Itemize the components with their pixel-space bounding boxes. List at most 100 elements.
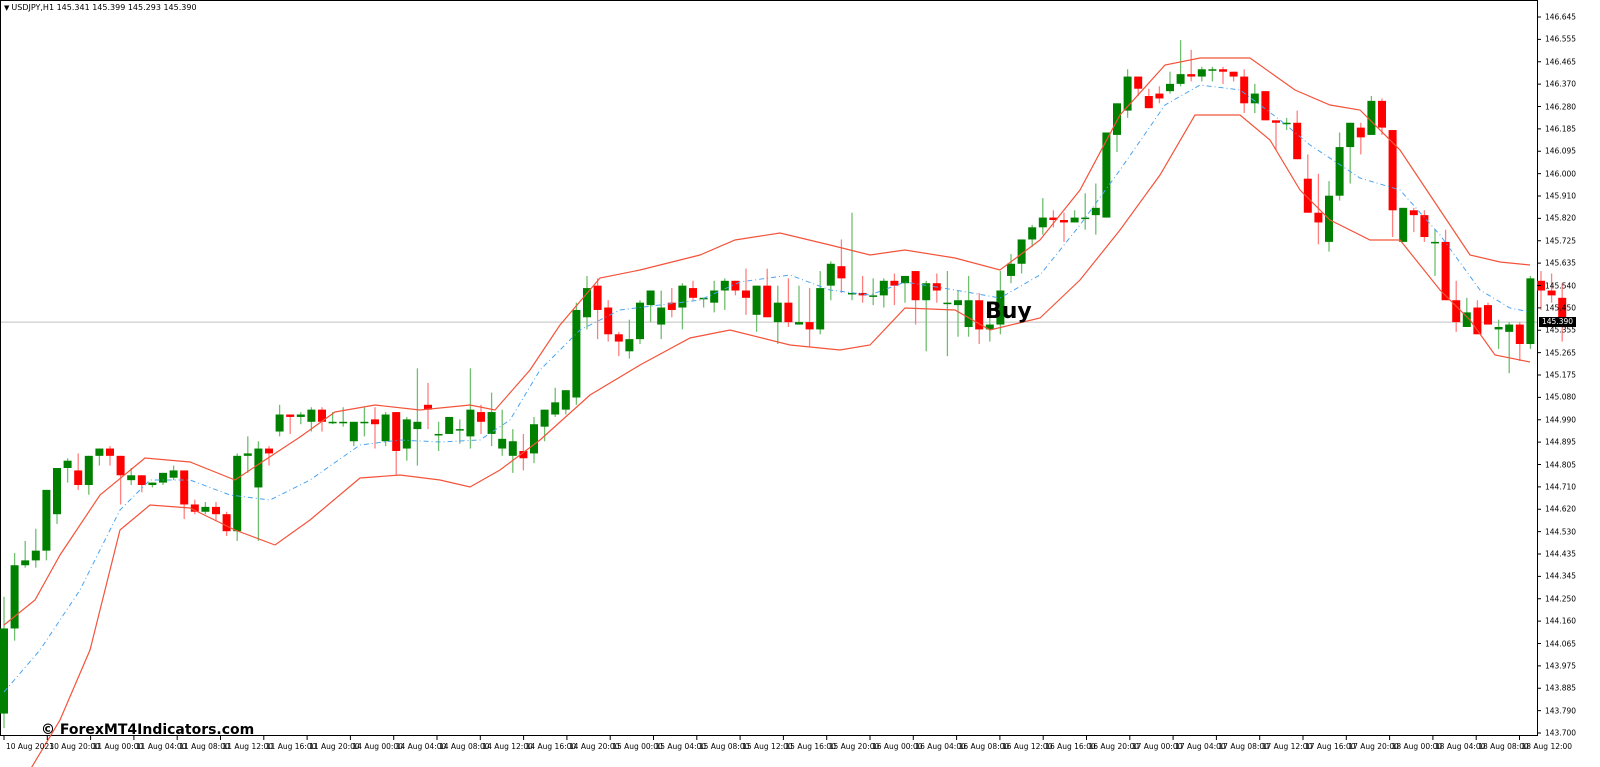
bull-candle — [42, 489, 51, 551]
bull-candle — [1091, 207, 1100, 216]
y-tick-label: 144.620 — [1545, 504, 1577, 514]
bull-candle — [307, 409, 316, 422]
bull-candle — [710, 290, 719, 303]
x-tick-label: 18 Aug 04:00 — [1434, 742, 1486, 751]
bull-candle — [572, 309, 581, 398]
bull-candle — [201, 506, 210, 512]
bull-candle — [551, 402, 560, 415]
bear-candle — [975, 300, 984, 330]
x-tick-label: 15 Aug 20:00 — [828, 742, 880, 751]
y-tick-label: 144.990 — [1545, 415, 1577, 425]
bull-candle — [646, 290, 655, 306]
bull-candle — [1367, 100, 1376, 135]
x-tick-label: 14 Aug 12:00 — [482, 742, 533, 751]
y-tick-label: 144.435 — [1545, 549, 1577, 559]
y-tick-label: 145.450 — [1545, 303, 1577, 313]
bull-candle — [657, 307, 666, 325]
x-tick-label: 18 Aug 00:00 — [1391, 742, 1443, 751]
buy-signal-label: Buy — [985, 299, 1032, 324]
y-tick-label: 144.530 — [1545, 527, 1577, 537]
x-tick-label: 11 Aug 00:00 — [92, 742, 144, 751]
y-tick-label: 146.280 — [1545, 102, 1577, 111]
bull-candle — [508, 441, 517, 456]
bear-candle — [784, 302, 793, 323]
bull-candle — [148, 482, 157, 486]
bear-candle — [763, 285, 772, 318]
bull-candle — [954, 300, 962, 306]
bear-candle — [1484, 305, 1492, 325]
bear-candle — [1473, 307, 1482, 335]
bear-candle — [604, 307, 613, 335]
bear-candle — [1378, 100, 1386, 128]
bull-candle — [1250, 93, 1259, 104]
bear-candle — [1293, 122, 1302, 160]
bull-candle — [1081, 217, 1090, 220]
bull-candle — [561, 390, 570, 410]
x-tick-label: 16 Aug 04:00 — [915, 742, 966, 751]
middle-band-line — [3, 84, 1531, 693]
x-tick-label: 15 Aug 16:00 — [785, 742, 836, 751]
bull-candle — [466, 409, 475, 437]
y-tick-label: 146.000 — [1545, 169, 1577, 179]
x-tick-label: 14 Aug 16:00 — [525, 742, 577, 751]
y-tick-label: 143.975 — [1545, 661, 1577, 671]
y-tick-label: 143.700 — [1545, 728, 1577, 738]
bull-candle — [233, 455, 242, 532]
x-tick-label: 10 Aug 20:00 — [49, 742, 100, 751]
x-tick-label: 15 Aug 12:00 — [742, 742, 793, 751]
y-tick-label: 144.345 — [1545, 571, 1577, 581]
bull-candle — [1462, 312, 1471, 327]
bull-candle — [964, 300, 973, 327]
x-tick-label: 16 Aug 08:00 — [958, 742, 1010, 751]
x-tick-label: 17 Aug 00:00 — [1131, 742, 1183, 751]
x-tick-label: 16 Aug 00:00 — [872, 742, 923, 751]
bull-candle — [21, 560, 30, 566]
bull-candle — [625, 339, 634, 352]
y-tick-label: 146.465 — [1545, 57, 1577, 67]
bull-candle — [795, 322, 803, 325]
bull-candle — [678, 285, 687, 308]
bear-candle — [911, 271, 920, 301]
bull-candle — [127, 475, 136, 481]
y-tick-label: 145.540 — [1545, 281, 1577, 290]
bull-candle — [1399, 207, 1408, 242]
y-tick-label: 146.645 — [1545, 12, 1577, 22]
bull-candle — [869, 295, 878, 297]
bear-candle — [371, 419, 379, 425]
bull-candle — [455, 429, 464, 431]
x-tick-label: 17 Aug 12:00 — [1261, 742, 1313, 751]
bull-candle — [848, 292, 856, 295]
bear-candle — [1049, 217, 1058, 221]
bear-candle — [1144, 96, 1153, 109]
y-tick-label: 145.265 — [1545, 348, 1577, 358]
y-tick-label: 145.175 — [1545, 370, 1577, 380]
bear-candle — [1229, 71, 1238, 77]
bear-candle — [116, 455, 125, 476]
bear-candle — [424, 404, 432, 410]
x-tick-label: 15 Aug 00:00 — [612, 742, 663, 751]
bull-candle — [487, 412, 496, 434]
bear-candle — [731, 280, 740, 291]
y-tick-label: 144.160 — [1545, 616, 1577, 626]
x-tick-label: 18 Aug 12:00 — [1521, 742, 1573, 751]
bear-candle — [212, 506, 220, 515]
bull-candle — [752, 285, 761, 315]
x-tick-label: 16 Aug 12:00 — [1001, 742, 1053, 751]
symbol-info[interactable]: ▼ USDJPY,H1 145.341 145.399 145.293 145.3… — [4, 3, 197, 12]
bear-candle — [1240, 76, 1249, 104]
y-tick-label: 145.635 — [1545, 258, 1577, 268]
bear-candle — [1558, 297, 1567, 323]
x-tick-label: 17 Aug 04:00 — [1175, 742, 1226, 751]
x-tick-label: 17 Aug 08:00 — [1218, 742, 1269, 751]
y-tick-label: 146.095 — [1545, 146, 1577, 156]
bull-candle — [1123, 76, 1132, 111]
bull-candle — [773, 302, 782, 323]
bull-candle — [1017, 239, 1026, 264]
x-tick-label: 14 Aug 20:00 — [568, 742, 620, 751]
bull-candle — [996, 290, 1005, 325]
dropdown-arrow-icon[interactable]: ▼ — [4, 4, 10, 12]
bull-candle — [381, 414, 390, 442]
y-tick-label: 144.250 — [1545, 594, 1577, 604]
